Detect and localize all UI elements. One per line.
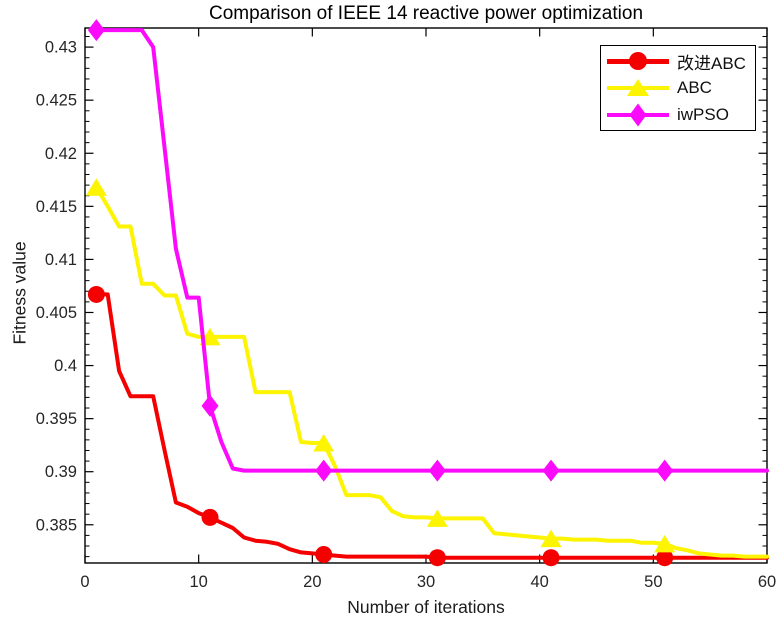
legend-line-sample <box>607 75 669 101</box>
x-axis-label: Number of iterations <box>347 597 505 617</box>
legend: 改进ABC ABC iwPSO <box>600 45 756 131</box>
series-marker-iwPSO <box>542 459 560 482</box>
y-tick-label: 0.39 <box>45 463 77 481</box>
x-tick-label: 40 <box>530 573 548 591</box>
y-tick-label: 0.425 <box>36 92 77 110</box>
y-axis-label: Fitness value <box>9 241 30 345</box>
series-line-ABC <box>94 185 769 559</box>
series-marker-改进ABC <box>542 549 560 567</box>
y-tick-label: 0.42 <box>45 145 77 163</box>
legend-label: 改进ABC <box>677 53 746 73</box>
y-tick-label: 0.415 <box>36 198 77 216</box>
series-marker-改进ABC <box>315 546 333 564</box>
circle-marker-icon <box>629 52 647 71</box>
x-tick-label: 0 <box>80 573 89 591</box>
y-tick-label: 0.43 <box>45 39 77 57</box>
series-marker-iwPSO <box>201 394 219 417</box>
series-marker-改进ABC <box>656 549 674 567</box>
series-marker-ABC <box>85 178 107 196</box>
series-marker-改进ABC <box>87 285 105 303</box>
series-marker-iwPSO <box>428 459 446 482</box>
legend-line-sample <box>607 48 669 74</box>
series-marker-ABC <box>654 534 676 553</box>
legend-label: iwPSO <box>677 104 729 124</box>
series-marker-改进ABC <box>428 549 446 567</box>
series-marker-改进ABC <box>201 508 219 526</box>
y-tick-label: 0.395 <box>36 410 77 428</box>
series-marker-iwPSO <box>87 19 105 42</box>
x-tick-label: 60 <box>758 573 776 591</box>
y-tick-label: 0.385 <box>36 516 77 534</box>
chart-title: Comparison of IEEE 14 reactive power opt… <box>208 3 644 24</box>
triangle-marker-icon <box>627 78 649 96</box>
legend-line-sample <box>607 102 669 128</box>
series-marker-ABC <box>313 434 335 452</box>
diamond-marker-icon <box>629 103 647 127</box>
legend-item-ABC: ABC <box>601 75 755 101</box>
y-tick-label: 0.405 <box>36 304 77 322</box>
x-tick-label: 50 <box>644 573 662 591</box>
series-marker-iwPSO <box>315 459 333 482</box>
legend-item-iwPSO: iwPSO <box>601 102 755 128</box>
series-marker-ABC <box>426 509 448 527</box>
legend-item-改进ABC: 改进ABC <box>601 48 755 74</box>
legend-label: ABC <box>677 77 712 97</box>
series-marker-ABC <box>540 529 562 548</box>
series-marker-iwPSO <box>656 459 674 482</box>
y-tick-label: 0.4 <box>54 357 77 375</box>
x-tick-label: 30 <box>417 573 435 591</box>
x-tick-label: 20 <box>303 573 321 591</box>
y-tick-label: 0.41 <box>45 251 77 269</box>
x-tick-label: 10 <box>189 573 207 591</box>
